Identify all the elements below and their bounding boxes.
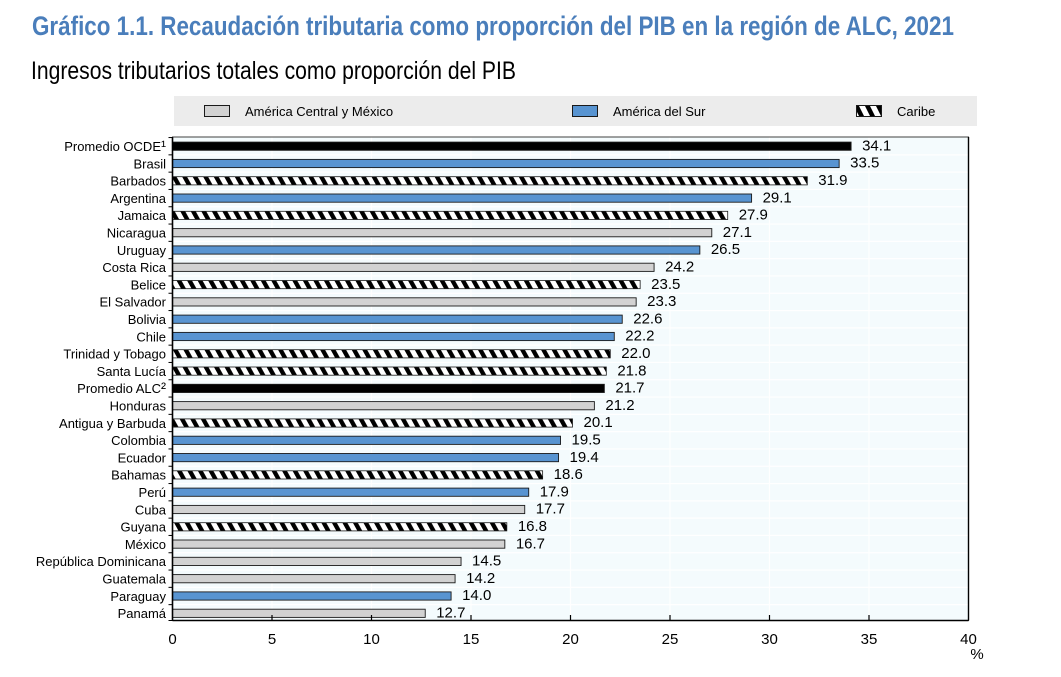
svg-text:40: 40 (960, 631, 977, 648)
svg-text:Colombia: Colombia (111, 433, 167, 448)
svg-text:16.8: 16.8 (518, 518, 547, 535)
svg-text:Panamá: Panamá (118, 606, 167, 621)
svg-text:23.5: 23.5 (651, 276, 680, 293)
svg-text:Chile: Chile (136, 329, 166, 344)
svg-text:16.7: 16.7 (516, 535, 545, 552)
svg-text:Jamaica: Jamaica (118, 208, 167, 223)
svg-text:Brasil: Brasil (133, 156, 166, 171)
svg-text:Ecuador: Ecuador (118, 450, 167, 465)
svg-text:0: 0 (168, 631, 176, 648)
svg-text:21.8: 21.8 (617, 362, 646, 379)
svg-text:%: % (970, 646, 983, 663)
svg-text:Promedio ALC²: Promedio ALC² (77, 380, 166, 397)
svg-text:18.6: 18.6 (554, 466, 583, 483)
svg-text:Guatemala: Guatemala (102, 572, 166, 587)
svg-text:Barbados: Barbados (110, 174, 166, 189)
svg-text:Uruguay: Uruguay (117, 243, 167, 258)
svg-text:México: México (125, 537, 166, 552)
svg-text:17.7: 17.7 (536, 501, 565, 518)
svg-text:34.1: 34.1 (862, 137, 891, 154)
svg-text:14.5: 14.5 (472, 553, 501, 570)
svg-text:Paraguay: Paraguay (110, 589, 166, 604)
svg-text:Antigua y Barbuda: Antigua y Barbuda (59, 416, 167, 431)
svg-text:19.4: 19.4 (570, 449, 599, 466)
svg-text:Bahamas: Bahamas (111, 468, 166, 483)
svg-text:31.9: 31.9 (818, 172, 847, 189)
svg-text:30: 30 (761, 631, 778, 648)
svg-text:5: 5 (268, 631, 276, 648)
svg-text:Santa Lucía: Santa Lucía (97, 364, 167, 379)
svg-text:14.2: 14.2 (466, 570, 495, 587)
svg-text:Trinidad y Tobago: Trinidad y Tobago (63, 347, 166, 362)
svg-text:22.0: 22.0 (621, 345, 650, 362)
svg-text:26.5: 26.5 (711, 241, 740, 258)
svg-text:19.5: 19.5 (572, 432, 601, 449)
svg-text:Belice: Belice (131, 277, 166, 292)
svg-text:Argentina: Argentina (110, 191, 166, 206)
svg-text:21.7: 21.7 (615, 380, 644, 397)
svg-text:33.5: 33.5 (850, 155, 879, 172)
svg-text:Costa Rica: Costa Rica (102, 260, 166, 275)
svg-text:35: 35 (861, 631, 878, 648)
svg-text:14.0: 14.0 (462, 587, 491, 604)
svg-text:27.1: 27.1 (723, 224, 752, 241)
svg-text:12.7: 12.7 (436, 605, 465, 622)
svg-text:20.1: 20.1 (583, 414, 612, 431)
svg-text:29.1: 29.1 (763, 189, 792, 206)
svg-text:Cuba: Cuba (135, 502, 167, 517)
svg-text:Bolivia: Bolivia (128, 312, 167, 327)
svg-text:20: 20 (562, 631, 579, 648)
svg-text:10: 10 (363, 631, 380, 648)
svg-text:Promedio OCDE¹: Promedio OCDE¹ (64, 138, 166, 155)
svg-text:15: 15 (463, 631, 480, 648)
svg-text:El Salvador: El Salvador (100, 295, 167, 310)
svg-text:Perú: Perú (139, 485, 166, 500)
svg-text:22.2: 22.2 (625, 328, 654, 345)
svg-text:25: 25 (662, 631, 679, 648)
svg-text:17.9: 17.9 (540, 483, 569, 500)
svg-text:24.2: 24.2 (665, 259, 694, 276)
svg-text:Honduras: Honduras (110, 399, 167, 414)
svg-text:23.3: 23.3 (647, 293, 676, 310)
svg-text:27.9: 27.9 (739, 207, 768, 224)
svg-text:Guyana: Guyana (120, 520, 166, 535)
svg-text:Nicaragua: Nicaragua (107, 226, 167, 241)
svg-text:22.6: 22.6 (633, 310, 662, 327)
svg-text:República Dominicana: República Dominicana (36, 554, 167, 569)
svg-text:21.2: 21.2 (605, 397, 634, 414)
